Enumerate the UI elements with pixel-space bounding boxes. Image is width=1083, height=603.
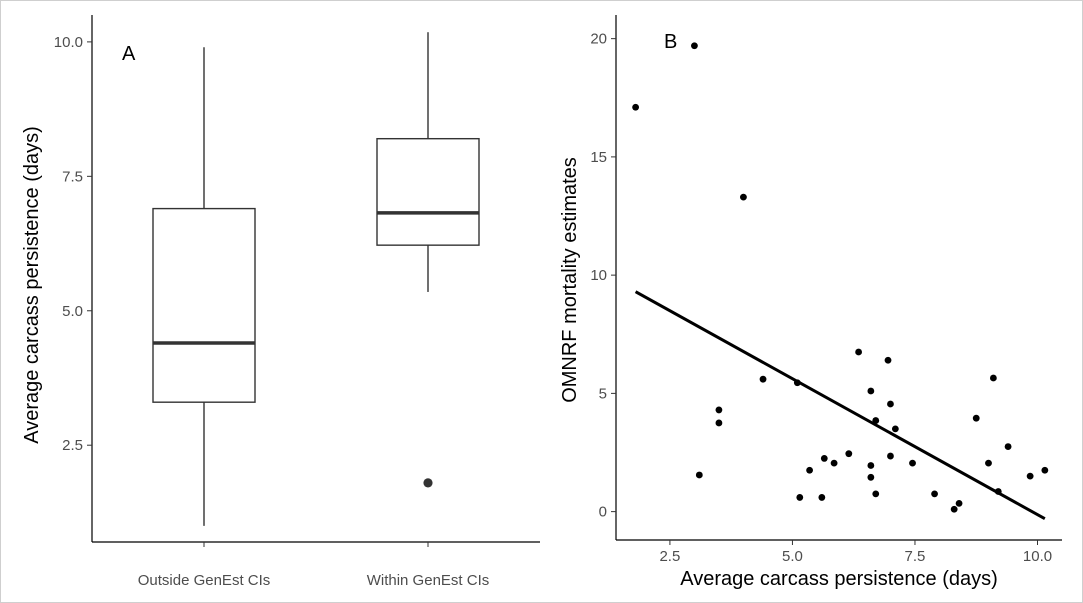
panel-b-label: B — [664, 31, 677, 53]
panel-b-x-tick-label: 5.0 — [782, 548, 803, 565]
scatter-point — [740, 193, 747, 201]
panel-a-y-tick-label: 10.0 — [54, 34, 83, 51]
panel-b-x-axis: 2.5 5.0 7.5 10.0 — [616, 539, 1062, 565]
panel-b-trend — [634, 290, 1046, 521]
scatter-point — [985, 459, 992, 467]
scatter-point — [887, 400, 894, 408]
panel-a-y-axis-title: Average carcass persistence (days) — [21, 126, 43, 444]
scatter-point — [806, 466, 813, 474]
box-body — [376, 137, 480, 246]
panel-b-scatter: B OMNRF mortality estimates Average carc… — [559, 15, 1062, 590]
scatter-point — [931, 490, 938, 498]
panel-a-y-tick-label: 2.5 — [62, 437, 83, 454]
scatter-point — [1041, 466, 1049, 474]
scatter-point — [695, 471, 703, 479]
panel-b-x-tick-label: 2.5 — [659, 548, 680, 565]
box-outlier-point — [423, 478, 433, 488]
scatter-point — [830, 459, 838, 467]
scatter-point — [867, 473, 875, 481]
scatter-point — [950, 505, 958, 513]
box-body — [152, 207, 256, 403]
panel-a-y-axis: 2.5 5.0 7.5 10.0 — [54, 15, 93, 542]
scatter-point — [855, 348, 863, 356]
panel-b-y-tick-label: 10 — [590, 267, 607, 284]
panel-a-y-tick-label: 7.5 — [62, 168, 83, 185]
scatter-point — [759, 375, 767, 383]
panel-a-x-tick-label: Within GenEst CIs — [367, 572, 490, 589]
panel-b-y-tick-label: 5 — [599, 385, 607, 402]
scatter-point — [818, 494, 826, 501]
panel-a-x-axis: Outside GenEst CIs Within GenEst CIs — [92, 541, 540, 589]
panel-a-y-tick-label: 5.0 — [62, 303, 83, 320]
scatter-point — [955, 499, 963, 507]
panel-a-label: A — [122, 43, 136, 65]
scatter-point — [989, 374, 997, 382]
panel-b-x-axis-title: Average carcass persistence (days) — [680, 568, 998, 590]
regression-line — [634, 290, 1046, 521]
panel-a-boxplot: A Average carcass persistence (days) 2.5… — [21, 15, 540, 589]
scatter-point — [867, 387, 875, 395]
scatter-point — [715, 419, 723, 427]
panel-b-points — [632, 42, 1049, 513]
panel-b-x-tick-label: 7.5 — [905, 548, 926, 565]
panel-b-y-tick-label: 20 — [590, 31, 607, 48]
scatter-point — [884, 356, 892, 364]
scatter-point — [972, 414, 980, 422]
scatter-point — [909, 459, 916, 467]
scatter-point — [1026, 472, 1034, 480]
scatter-point — [872, 490, 880, 498]
panel-a-x-tick-label: Outside GenEst CIs — [138, 572, 271, 589]
scatter-point — [632, 103, 640, 111]
scatter-point — [1004, 443, 1012, 450]
scatter-point — [715, 406, 723, 414]
panel-b-y-tick-label: 15 — [590, 149, 607, 166]
panel-b-y-tick-label: 0 — [599, 504, 607, 521]
panel-a-boxes — [152, 32, 480, 526]
panel-b-y-axis-title: OMNRF mortality estimates — [559, 157, 581, 403]
panel-b-x-tick-label: 10.0 — [1023, 548, 1052, 565]
scatter-point — [845, 450, 853, 458]
scatter-point — [691, 42, 698, 50]
scatter-point — [891, 425, 899, 433]
scatter-point — [867, 462, 875, 469]
scatter-point — [887, 452, 894, 460]
scatter-point — [820, 455, 828, 462]
scatter-point — [796, 494, 804, 501]
panel-b-y-axis: 0 5 10 15 20 — [590, 15, 617, 540]
